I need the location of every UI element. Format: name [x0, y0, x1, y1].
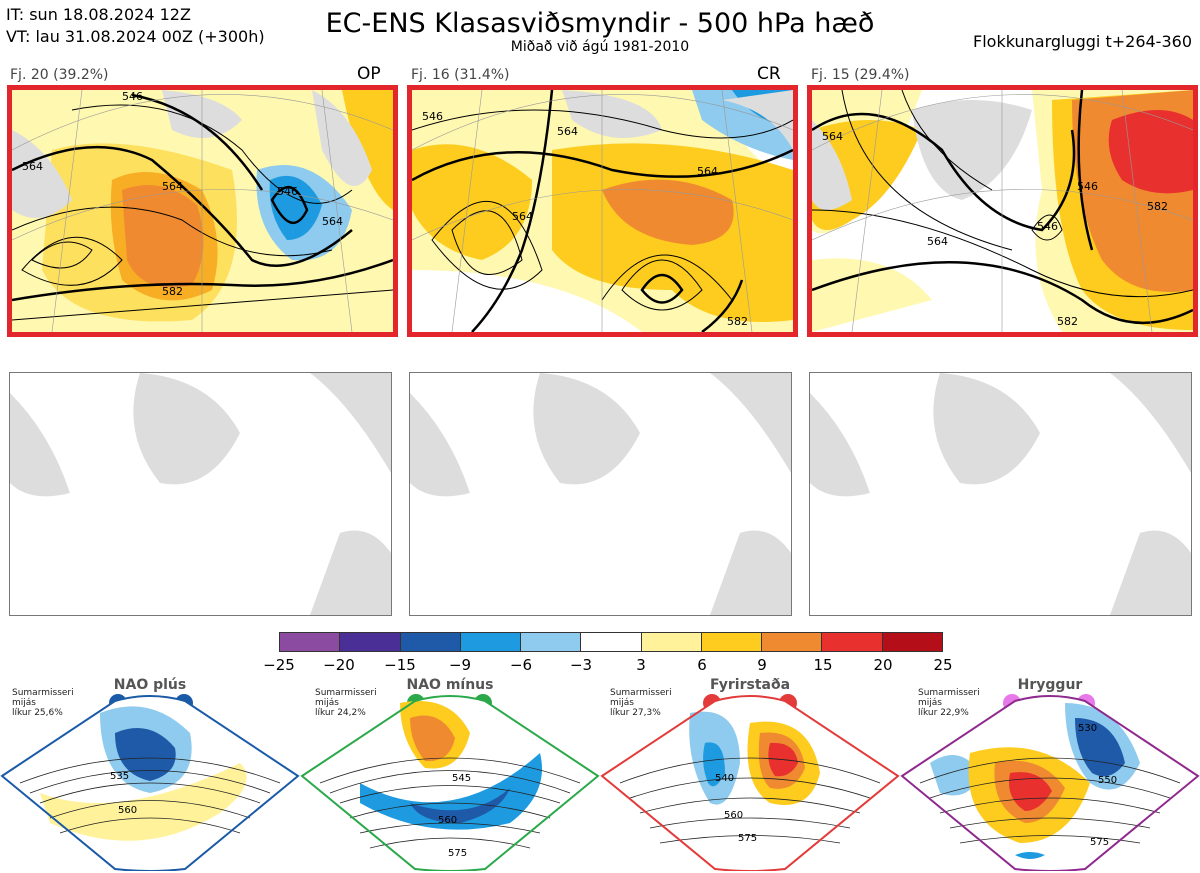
c1-label-6: 582 — [162, 285, 183, 298]
regime-contour: 575 — [1090, 837, 1109, 848]
empty-map-1 — [9, 372, 392, 616]
colorbar-tick: −25 — [263, 656, 295, 674]
regime-method: mijás — [315, 698, 339, 708]
colorbar — [279, 632, 943, 652]
c1-label-5: 564 — [322, 215, 343, 228]
regime-stats: Sumarmisseri mijás líkur 22,9% — [918, 688, 980, 718]
colorbar-tick: 6 — [697, 656, 707, 674]
cluster-3-label: Fj. 15 (29.4%) — [811, 67, 910, 83]
cluster-1-label: Fj. 20 (39.2%) — [10, 67, 109, 83]
cluster-2-label: Fj. 16 (31.4%) — [411, 67, 510, 83]
regime-season: Sumarmisseri — [315, 688, 377, 698]
colorbar-swatch — [882, 633, 942, 651]
colorbar-tick: −6 — [509, 656, 533, 674]
page-subtitle: Miðað við ágú 1981-2010 — [510, 39, 690, 55]
c1-label-2: 564 — [162, 180, 183, 193]
cluster-1-map: 546 564 564 546 564 582 — [7, 85, 398, 337]
c2-label-1: 546 — [422, 110, 443, 123]
regime-ridge: Hryggur Sumarmisseri mijás líkur 22,9% 5… — [900, 673, 1200, 873]
regime-contour: 560 — [118, 805, 137, 816]
regime-probability: líkur 24,2% — [315, 708, 366, 718]
colorbar-swatch — [641, 633, 702, 651]
regime-stats: Sumarmisseri mijás líkur 25,6% — [12, 688, 74, 718]
c1-label-3: 564 — [22, 160, 43, 173]
regime-contour: 530 — [1078, 723, 1097, 734]
regime-contour: 560 — [438, 815, 457, 826]
regime-contour: 560 — [724, 810, 743, 821]
colorbar-swatch — [340, 633, 401, 651]
c1-label-4: 546 — [277, 185, 298, 198]
regime-season: Sumarmisseri — [918, 688, 980, 698]
colorbar-tick: −20 — [323, 656, 355, 674]
colorbar-tick: 15 — [813, 656, 833, 674]
regime-contour: 550 — [1098, 775, 1117, 786]
regime-method: mijás — [918, 698, 942, 708]
c2-label-3: 564 — [512, 210, 533, 223]
regime-contour: 575 — [448, 848, 467, 859]
regime-stats: Sumarmisseri mijás líkur 27,3% — [610, 688, 672, 718]
colorbar-tick: −15 — [384, 656, 416, 674]
regime-name: NAO mínus — [406, 677, 494, 693]
colorbar-tick: 9 — [757, 656, 767, 674]
regime-name: Fyrirstaða — [709, 677, 791, 693]
c2-label-5: 582 — [727, 315, 748, 328]
cluster-2-tag: CR — [757, 64, 781, 84]
c3-label-5: 582 — [1147, 200, 1168, 213]
regime-contour: 575 — [738, 833, 757, 844]
regime-blocking: Fyrirstaða Sumarmisseri mijás líkur 27,3… — [600, 673, 900, 873]
colorbar-swatch — [701, 633, 763, 651]
page-title: EC-ENS Klasasviðsmyndir - 500 hPa hæð — [325, 8, 875, 39]
colorbar-swatch — [460, 633, 522, 651]
c3-label-6: 582 — [1057, 315, 1078, 328]
empty-map-3 — [809, 372, 1192, 616]
c3-label-4: 546 — [1077, 180, 1098, 193]
window-label: Flokkunargluggi t+264-360 — [973, 32, 1192, 51]
colorbar-swatch — [521, 633, 582, 651]
regime-season: Sumarmisseri — [610, 688, 672, 698]
colorbar-tick: −9 — [448, 656, 472, 674]
regime-contour: 540 — [715, 773, 734, 784]
empty-map-2 — [409, 372, 792, 616]
regime-method: mijás — [610, 698, 634, 708]
c3-label-3: 564 — [927, 235, 948, 248]
colorbar-swatch — [762, 633, 823, 651]
it-line: IT: sun 18.08.2024 12Z — [6, 5, 191, 24]
regime-contour: 545 — [452, 773, 471, 784]
colorbar-tick: 25 — [933, 656, 953, 674]
regime-name: Hryggur — [1017, 677, 1083, 693]
colorbar-swatch — [400, 633, 461, 651]
colorbar-swatch — [822, 633, 883, 651]
regime-probability: líkur 22,9% — [918, 708, 969, 718]
colorbar-swatch — [581, 633, 642, 651]
c1-label-1: 546 — [122, 90, 143, 103]
colorbar-swatch — [280, 633, 341, 651]
cluster-3-map: 564 546 564 546 582 582 — [807, 85, 1198, 337]
regime-nao-minus: NAO mínus Sumarmisseri mijás líkur 24,2%… — [300, 673, 600, 873]
colorbar-tick: −3 — [569, 656, 593, 674]
regime-contour: 535 — [110, 771, 129, 782]
regime-name: NAO plús — [113, 677, 187, 693]
regime-probability: líkur 27,3% — [610, 708, 661, 718]
cluster-1-tag: OP — [357, 64, 381, 84]
c2-label-4: 564 — [697, 165, 718, 178]
c3-label-1: 564 — [822, 130, 843, 143]
regime-stats: Sumarmisseri mijás líkur 24,2% — [315, 688, 377, 718]
colorbar-tick: 3 — [636, 656, 646, 674]
regime-nao-plus: NAO plús Sumarmisseri mijás líkur 25,6% … — [0, 673, 300, 873]
regime-season: Sumarmisseri — [12, 688, 74, 698]
regime-probability: líkur 25,6% — [12, 708, 63, 718]
c2-label-2: 564 — [557, 125, 578, 138]
regime-method: mijás — [12, 698, 36, 708]
header-left: IT: sun 18.08.2024 12Z VT: lau 31.08.202… — [6, 4, 265, 48]
colorbar-tick: 20 — [873, 656, 893, 674]
c3-label-2: 546 — [1037, 220, 1058, 233]
vt-line: VT: lau 31.08.2024 00Z (+300h) — [6, 27, 265, 46]
colorbar-ticks: −25 −20 −15 −9 −6 −3 3 6 9 15 20 25 — [260, 656, 960, 676]
cluster-2-map: 546 564 564 564 582 — [407, 85, 798, 337]
